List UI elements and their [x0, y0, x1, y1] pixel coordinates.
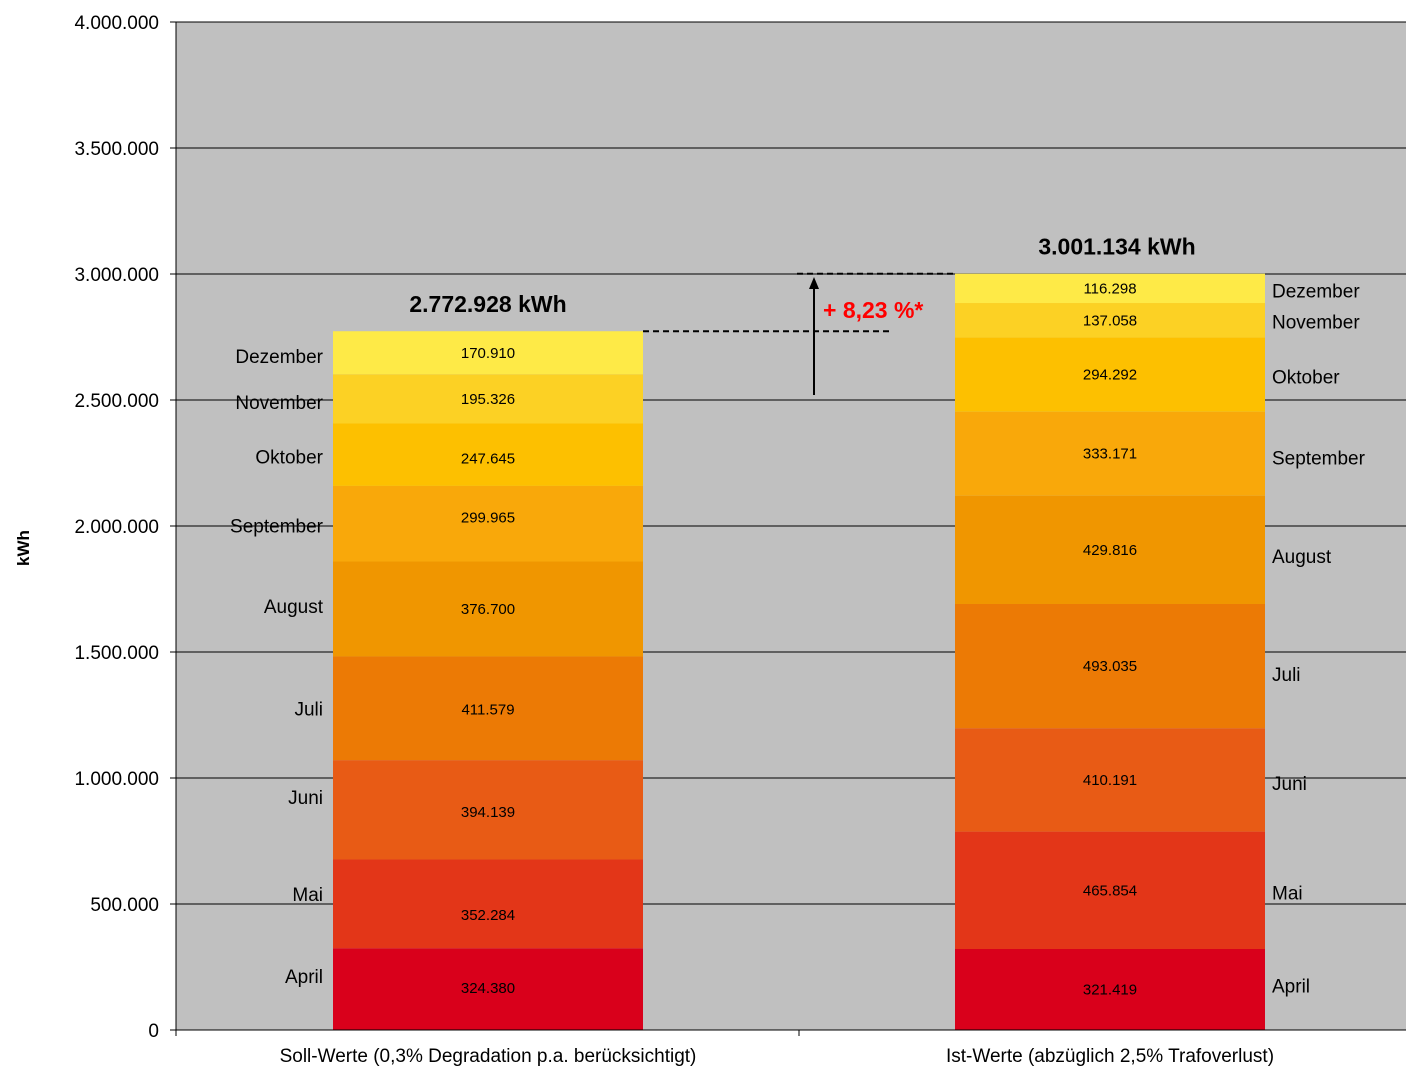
arrow-head	[809, 277, 819, 289]
segment-value-label: 493.035	[1083, 658, 1137, 675]
segment-value-label: 247.645	[461, 451, 515, 468]
bar-segment-dezember	[333, 331, 643, 375]
bar-segment-september	[955, 411, 1265, 496]
month-label: September	[230, 517, 324, 538]
bar-segment-juli	[955, 603, 1265, 729]
y-axis-label: kWh	[14, 530, 33, 566]
y-tick-label: 1.000.000	[74, 769, 159, 790]
segment-value-label: 394.139	[461, 804, 515, 821]
month-label: Mai	[292, 885, 323, 906]
month-label: Dezember	[235, 347, 323, 368]
month-label: November	[235, 393, 323, 414]
month-label: Oktober	[1272, 368, 1340, 389]
segment-value-label: 170.910	[461, 345, 515, 362]
month-label: Juli	[1272, 665, 1301, 686]
axes: 0 500.000 1.000.000 1.500.000 2.000.000 2.500…	[74, 13, 1406, 1067]
month-label: Juni	[288, 788, 323, 809]
bar-segment-november	[955, 303, 1265, 338]
segment-value-label: 376.700	[461, 601, 515, 618]
x-category-label: Soll-Werte (0,3% Degradation p.a. berück…	[280, 1046, 697, 1067]
month-label: November	[1272, 312, 1360, 333]
bar-segment-oktober	[333, 423, 643, 486]
y-tick-label: 2.500.000	[74, 391, 159, 412]
bar-segment-juli	[333, 656, 643, 761]
month-label: Oktober	[255, 448, 323, 469]
y-tick-label: 2.000.000	[74, 517, 159, 538]
segment-value-label: 294.292	[1083, 367, 1137, 384]
y-tick-label: 3.000.000	[74, 265, 159, 286]
bar-segment-november	[333, 374, 643, 424]
y-tick-label: 1.500.000	[74, 643, 159, 664]
total-label: 3.001.134 kWh	[1038, 234, 1195, 260]
bar-segment-dezember	[955, 273, 1265, 304]
month-label: September	[1272, 449, 1366, 470]
segment-value-label: 137.058	[1083, 312, 1137, 329]
month-label: August	[264, 597, 324, 618]
segment-value-label: 116.298	[1083, 280, 1136, 297]
segment-value-label: 465.854	[1083, 882, 1137, 899]
bar-segment-mai	[955, 831, 1265, 950]
y-tick-label: 500.000	[90, 895, 159, 916]
y-tick-label: 4.000.000	[74, 13, 159, 34]
bars: 324.380 April 352.284 Mai 394.139 Juni 411.579…	[230, 234, 1366, 1030]
segment-value-label: 411.579	[461, 701, 514, 718]
segment-value-label: 333.171	[1083, 446, 1137, 463]
month-label: April	[285, 967, 323, 988]
month-label: August	[1272, 547, 1332, 568]
bar-segment-september	[333, 485, 643, 562]
bar-segment-juni	[955, 728, 1265, 832]
bar-segment-april	[955, 949, 1265, 1030]
bar-segment-august	[955, 495, 1265, 604]
bar-segment-mai	[333, 859, 643, 949]
month-label: Mai	[1272, 883, 1303, 904]
segment-value-label: 299.965	[461, 510, 515, 527]
difference-percentage: + 8,23 %*	[823, 297, 923, 323]
month-label: April	[1272, 977, 1310, 998]
segment-value-label: 410.191	[1083, 772, 1137, 789]
segment-value-label: 324.380	[461, 980, 515, 997]
month-label: Juni	[1272, 774, 1307, 795]
month-label: Dezember	[1272, 281, 1360, 302]
bar-segment-juni	[333, 760, 643, 860]
segment-value-label: 429.816	[1083, 542, 1137, 559]
difference-annotation: + 8,23 %*	[643, 272, 955, 395]
segment-value-label: 321.419	[1083, 982, 1137, 999]
bar-segment-august	[333, 561, 643, 657]
month-label: Juli	[294, 699, 323, 720]
segment-value-label: 352.284	[461, 907, 515, 924]
x-category-label: Ist-Werte (abzüglich 2,5% Trafoverlust)	[946, 1046, 1274, 1067]
bar-segment-oktober	[955, 337, 1265, 412]
total-label: 2.772.928 kWh	[409, 291, 566, 317]
segment-value-label: 195.326	[461, 391, 515, 408]
y-tick-label: 3.500.000	[74, 139, 159, 160]
bar-segment-april	[333, 948, 643, 1030]
y-tick-label: 0	[148, 1021, 159, 1042]
